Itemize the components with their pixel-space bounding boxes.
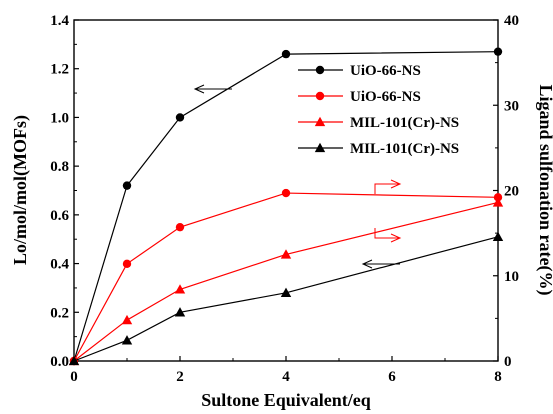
data-point: [280, 287, 292, 297]
y-left-tick-label: 0.0: [50, 354, 69, 370]
data-point: [492, 231, 504, 241]
data-point: [493, 47, 503, 56]
x-axis-label: Sultone Equivalent/eq: [201, 390, 371, 410]
arrow-mil-right: [374, 228, 402, 243]
series-line: [73, 201, 499, 362]
x-tick-label: 0: [70, 369, 78, 385]
data-point: [174, 284, 186, 294]
series-3: [68, 231, 504, 366]
data-point: [281, 188, 291, 198]
x-tick-label: 4: [282, 369, 290, 385]
legend-marker: [315, 65, 325, 75]
data-point: [174, 307, 186, 317]
data-point: [280, 249, 292, 259]
y-left-tick-label: 0.2: [50, 305, 69, 321]
y-left-tick-label: 1.0: [50, 110, 69, 126]
x-tick-label: 8: [494, 369, 502, 385]
y-right-tick-label: 30: [504, 98, 519, 114]
series-layer: [68, 47, 504, 366]
x-axis-ticks: 0 2 4 6 8: [70, 356, 502, 385]
y-left-axis-label: Lo/mol/mol(MOFs): [10, 115, 31, 265]
data-point: [121, 335, 133, 345]
data-point: [122, 259, 132, 269]
legend-item: UiO-66-NS: [298, 63, 421, 79]
legend-marker: [315, 91, 325, 101]
legend-label: MIL-101(Cr)-NS: [350, 115, 459, 131]
y-left-tick-label: 0.4: [50, 257, 69, 273]
legend-marker: [314, 142, 326, 153]
y-left-tick-label: 0.6: [50, 208, 69, 224]
legend-item: MIL-101(Cr)-NS: [298, 141, 459, 157]
data-point: [281, 49, 291, 59]
y-left-tick-label: 0.8: [50, 159, 69, 175]
legend-item: UiO-66-NS: [298, 89, 421, 105]
series-1: [69, 188, 503, 366]
legend-item: MIL-101(Cr)-NS: [298, 115, 459, 131]
y-right-axis-ticks: 0 10 20 30 40: [493, 13, 519, 370]
data-point: [175, 222, 185, 232]
data-point: [122, 181, 132, 190]
y-right-tick-label: 0: [504, 354, 512, 370]
legend-label: UiO-66-NS: [350, 89, 421, 105]
arrow-mil-left: [361, 259, 400, 269]
series-2: [68, 197, 504, 366]
y-left-tick-label: 1.2: [50, 62, 69, 78]
y-left-tick-label: 1.4: [50, 13, 69, 29]
data-point: [175, 113, 185, 122]
x-tick-label: 2: [176, 369, 184, 385]
legend: UiO-66-NS UiO-66-NS MIL-101(Cr)-NS MIL-101(…: [298, 63, 459, 157]
arrow-uio-left: [193, 84, 232, 94]
x-tick-label: 6: [388, 369, 396, 385]
arrow-uio-right: [374, 179, 402, 194]
data-point: [121, 314, 133, 325]
y-right-axis-label: Ligand sulfonation rate(%): [535, 84, 553, 295]
y-right-tick-label: 10: [504, 269, 519, 285]
data-point: [492, 197, 504, 207]
legend-label: UiO-66-NS: [350, 63, 421, 79]
data-point: [68, 355, 80, 366]
y-right-tick-label: 40: [504, 13, 519, 29]
y-right-tick-label: 20: [504, 184, 519, 200]
axis-arrows: [193, 84, 402, 269]
legend-label: MIL-101(Cr)-NS: [350, 141, 459, 157]
legend-marker: [314, 116, 326, 127]
series-0: [69, 47, 503, 366]
